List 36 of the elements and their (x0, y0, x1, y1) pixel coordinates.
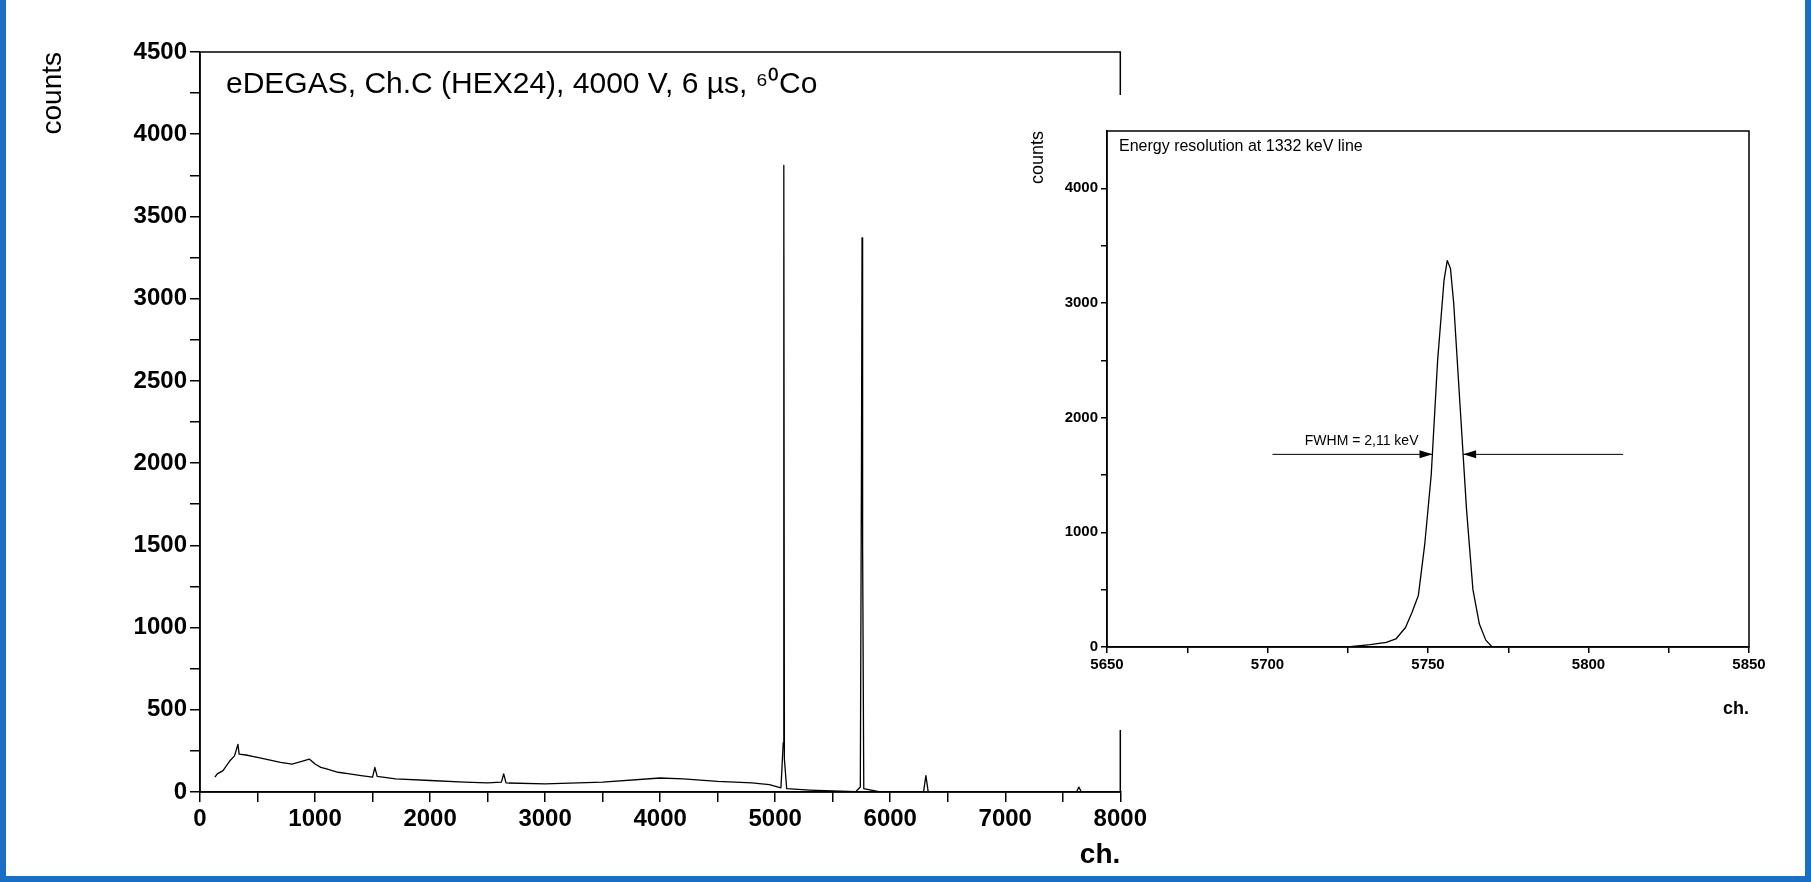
y-tick-label: 0 (173, 776, 187, 804)
y-tick-label: 2500 (133, 365, 187, 393)
x-tick-label: 5700 (1250, 655, 1285, 673)
x-tick-label: 5000 (748, 804, 802, 832)
x-tick-label: 4000 (633, 804, 687, 832)
y-tick-label: 1000 (1064, 522, 1098, 540)
x-tick-label: 7000 (978, 804, 1032, 832)
y-axis-title: counts (1026, 131, 1047, 185)
y-axis-title: counts (35, 52, 67, 135)
x-tick-label: 5750 (1411, 655, 1445, 673)
x-tick-label: 5850 (1732, 655, 1766, 673)
x-axis-title: ch. (1722, 698, 1749, 719)
x-tick-label: 6000 (863, 804, 917, 832)
chart-title: Energy resolution at 1332 keV line (1119, 137, 1363, 155)
y-tick-label: 3000 (133, 283, 187, 311)
x-tick-label: 3000 (518, 804, 572, 832)
x-tick-label: 0 (193, 804, 207, 832)
y-tick-label: 3000 (1064, 293, 1098, 311)
x-axis-title: ch. (1079, 837, 1121, 869)
x-tick-label: 8000 (1093, 804, 1147, 832)
text: eDEGAS, Ch.C (HEX24), 4000 V, 6 µs, ⁶⁰Co (226, 66, 818, 100)
y-tick-label: 0 (1089, 637, 1098, 655)
x-tick-label: 5800 (1571, 655, 1606, 673)
x-tick-label: 1000 (288, 804, 342, 832)
y-tick-label: 4500 (133, 36, 187, 64)
x-tick-label: 5650 (1090, 655, 1124, 673)
annotation: FWHM = 2,11 keV (1304, 432, 1420, 449)
y-tick-label: 2000 (133, 447, 187, 475)
y-tick-label: 4000 (133, 118, 187, 146)
y-tick-label: 2000 (1064, 407, 1098, 425)
y-tick-label: 4000 (1064, 178, 1098, 196)
y-tick-label: 1500 (133, 529, 187, 557)
y-tick-label: 1000 (133, 612, 187, 640)
y-tick-label: 3500 (133, 201, 187, 229)
x-tick-label: 2000 (403, 804, 457, 832)
y-tick-label: 500 (146, 694, 187, 722)
